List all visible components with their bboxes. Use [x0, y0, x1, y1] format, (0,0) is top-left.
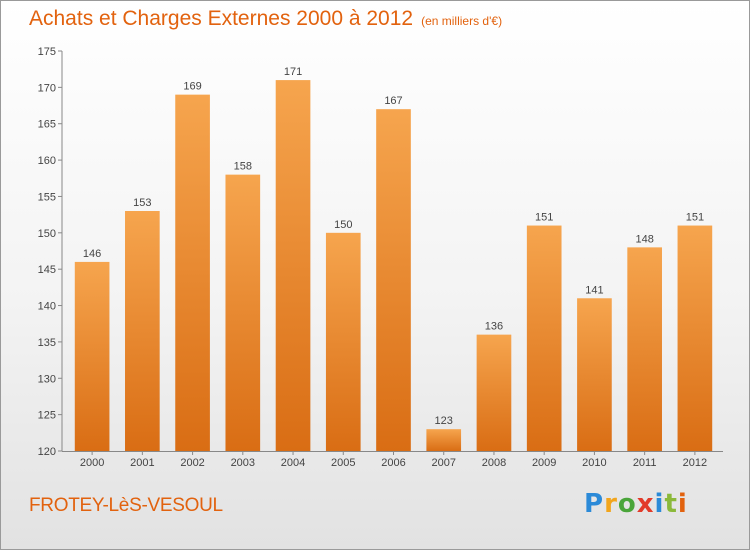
logo-letter: i	[654, 489, 665, 519]
bar-2000	[74, 261, 110, 451]
logo-letter: P	[584, 489, 605, 519]
data-label: 151	[686, 212, 704, 224]
y-tick-label: 155	[38, 191, 56, 203]
bar-series: 146 153 169 158 171 150 167 123 136 151 141 148 151	[74, 66, 713, 452]
x-tick-label: 2012	[683, 457, 707, 469]
data-label: 158	[234, 161, 252, 173]
x-tick-label: 2002	[180, 457, 204, 469]
bar-2009	[526, 225, 562, 451]
y-axis: 120 125 130 135 140 145 150 155 160 165 170 175	[38, 46, 63, 458]
bar-2002	[175, 94, 210, 452]
data-label: 167	[384, 95, 402, 107]
x-tick-label: 2008	[482, 457, 506, 469]
place-name: FROTEY-LèS-VESOUL	[29, 495, 223, 516]
chart-unit: (en milliers d'€)	[421, 14, 503, 28]
y-tick-label: 160	[38, 155, 56, 167]
y-tick-label: 170	[38, 82, 56, 94]
logo-letter: t	[664, 489, 678, 519]
data-label: 153	[133, 197, 151, 209]
proxiti-logo: Proxiti	[584, 489, 688, 519]
chart-title-text: Achats et Charges Externes 2000 à 2012	[29, 7, 414, 30]
x-tick-label: 2004	[281, 457, 305, 469]
y-tick-label: 145	[38, 264, 56, 276]
data-label: 171	[284, 66, 302, 78]
y-tick-label: 165	[38, 119, 56, 131]
bar-2001	[125, 211, 160, 451]
logo-letter: o	[617, 489, 637, 519]
y-tick-label: 120	[38, 446, 56, 458]
logo-letter: x	[636, 489, 655, 519]
bar-2005	[325, 232, 361, 451]
x-axis: 2000 2001 2002 2003 2004 2005 2006 2007 2008 2009…	[62, 451, 723, 469]
data-label: 146	[83, 248, 101, 260]
bar-2008	[476, 334, 512, 451]
x-tick-label: 2006	[381, 457, 405, 469]
data-label: 151	[535, 212, 553, 224]
y-tick-label: 130	[38, 373, 56, 385]
bar-2007	[426, 429, 462, 451]
x-tick-label: 2005	[331, 457, 355, 469]
bar-2012	[677, 225, 713, 451]
bar-2010	[577, 298, 612, 451]
y-tick-label: 175	[38, 46, 56, 58]
data-label: 150	[334, 219, 352, 231]
x-tick-label: 2003	[231, 457, 255, 469]
bar-2004	[275, 80, 311, 451]
data-label: 141	[585, 284, 603, 296]
bar-2011	[627, 247, 662, 451]
y-tick-label: 140	[38, 301, 56, 313]
chart-title: Achats et Charges Externes 2000 à 2012 (e…	[29, 7, 502, 31]
data-label: 123	[435, 415, 453, 427]
bar-2003	[225, 174, 261, 452]
y-tick-label: 125	[38, 410, 56, 422]
logo-letter: i	[677, 489, 688, 519]
data-label: 169	[183, 81, 201, 93]
logo-letter: r	[604, 489, 618, 519]
x-tick-label: 2011	[633, 457, 657, 469]
x-tick-label: 2007	[431, 457, 455, 469]
x-tick-label: 2000	[80, 457, 104, 469]
data-label: 148	[635, 233, 653, 245]
x-tick-label: 2001	[130, 457, 154, 469]
data-label: 136	[485, 321, 503, 333]
x-tick-label: 2010	[582, 457, 606, 469]
y-tick-label: 150	[38, 228, 56, 240]
bar-2006	[376, 109, 411, 451]
y-tick-label: 135	[38, 337, 56, 349]
x-tick-label: 2009	[532, 457, 556, 469]
